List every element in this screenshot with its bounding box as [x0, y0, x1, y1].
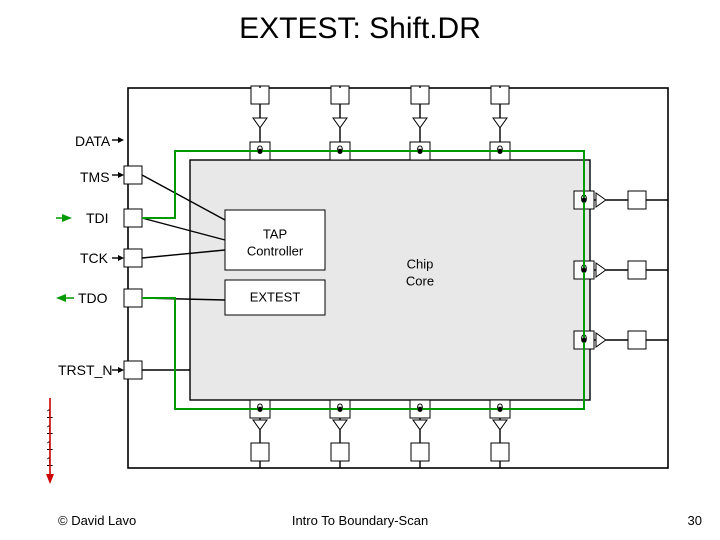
svg-text:Controller: Controller	[247, 243, 304, 258]
diagram-svg: TAPControllerEXTESTChipCore00000000000	[0, 0, 720, 540]
svg-text:Chip: Chip	[407, 256, 434, 271]
svg-text:EXTEST: EXTEST	[250, 289, 301, 304]
svg-text:Core: Core	[406, 273, 434, 288]
svg-text:TAP: TAP	[263, 226, 287, 241]
